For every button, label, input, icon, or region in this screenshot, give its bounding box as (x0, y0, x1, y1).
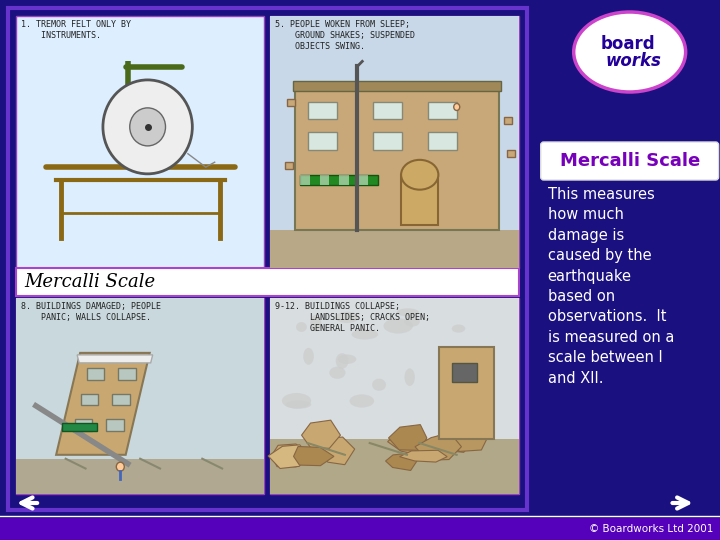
Ellipse shape (351, 329, 378, 340)
Bar (287, 99, 295, 106)
Bar (293, 80, 501, 91)
Bar (372, 132, 402, 150)
Ellipse shape (329, 367, 346, 379)
Ellipse shape (336, 353, 348, 369)
Text: 1. TREMOR FELT ONLY BY
    INSTRUMENTS.: 1. TREMOR FELT ONLY BY INSTRUMENTS. (21, 20, 131, 40)
Polygon shape (268, 445, 309, 469)
Ellipse shape (401, 160, 438, 190)
Text: works: works (606, 52, 662, 70)
Bar (359, 175, 368, 185)
Text: 9-12. BUILDINGS COLLAPSE;
       LANDSLIDES; CRACKS OPEN;
       GENERAL PANIC.: 9-12. BUILDINGS COLLAPSE; LANDSLIDES; CR… (275, 302, 431, 333)
Ellipse shape (296, 322, 307, 332)
Bar (507, 150, 515, 157)
Bar (270, 16, 518, 268)
Bar (307, 132, 338, 150)
FancyBboxPatch shape (541, 142, 719, 180)
Polygon shape (77, 355, 153, 363)
Bar (16, 298, 264, 494)
Bar (504, 117, 512, 124)
Ellipse shape (286, 400, 311, 409)
Bar (270, 298, 518, 494)
Bar (118, 368, 135, 380)
Polygon shape (415, 433, 462, 460)
Bar (401, 175, 438, 225)
Ellipse shape (336, 312, 359, 323)
Bar (372, 102, 402, 119)
Bar (0, 518, 719, 540)
Text: board: board (600, 35, 655, 53)
Polygon shape (386, 453, 417, 470)
Bar (16, 458, 264, 494)
Bar (62, 423, 97, 431)
Bar (428, 132, 457, 150)
Ellipse shape (310, 315, 321, 331)
Ellipse shape (454, 104, 460, 111)
Bar (300, 175, 310, 185)
Polygon shape (449, 424, 488, 451)
Bar (451, 363, 477, 382)
Text: 8. BUILDINGS DAMAGED; PEOPLE
    PANIC; WALLS COLLAPSE.: 8. BUILDINGS DAMAGED; PEOPLE PANIC; WALL… (21, 302, 161, 322)
Ellipse shape (103, 80, 192, 174)
Bar (300, 175, 377, 185)
Ellipse shape (405, 368, 415, 386)
Text: © Boardworks Ltd 2001: © Boardworks Ltd 2001 (589, 524, 714, 534)
Bar (112, 394, 130, 406)
Ellipse shape (282, 393, 311, 409)
Ellipse shape (470, 387, 492, 404)
Ellipse shape (130, 108, 166, 146)
Bar (320, 175, 329, 185)
Text: This measures
how much
damage is
caused by the
earthquake
based on
observations.: This measures how much damage is caused … (548, 187, 674, 386)
Bar (439, 347, 494, 439)
Ellipse shape (349, 394, 374, 408)
Bar (339, 175, 348, 185)
Ellipse shape (384, 318, 413, 334)
Bar (107, 419, 124, 431)
Bar (270, 439, 518, 494)
Bar (8, 8, 527, 510)
Polygon shape (56, 353, 150, 455)
Ellipse shape (574, 12, 685, 92)
Polygon shape (432, 428, 474, 453)
Bar (16, 298, 264, 494)
Bar (87, 368, 104, 380)
Ellipse shape (451, 325, 465, 333)
Bar (285, 162, 293, 169)
Text: Mercalli Scale: Mercalli Scale (559, 152, 700, 170)
Bar (81, 394, 99, 406)
Bar (428, 102, 457, 119)
Ellipse shape (397, 308, 419, 316)
Text: 5. PEOPLE WOKEN FROM SLEEP;
    GROUND SHAKES; SUSPENDED
    OBJECTS SWING.: 5. PEOPLE WOKEN FROM SLEEP; GROUND SHAKE… (275, 20, 415, 51)
Ellipse shape (404, 316, 420, 327)
Polygon shape (389, 424, 427, 450)
Polygon shape (387, 431, 428, 455)
Polygon shape (318, 437, 355, 465)
Ellipse shape (372, 379, 386, 391)
Bar (16, 268, 518, 296)
Polygon shape (302, 420, 341, 448)
Bar (16, 16, 264, 268)
Bar (270, 230, 518, 268)
Bar (270, 16, 518, 268)
Polygon shape (400, 450, 447, 462)
Bar (270, 298, 518, 494)
Bar (307, 102, 338, 119)
Bar (75, 419, 92, 431)
Ellipse shape (338, 354, 356, 364)
Polygon shape (294, 447, 334, 465)
Ellipse shape (117, 462, 125, 471)
Bar (295, 86, 499, 230)
Text: Mercalli Scale: Mercalli Scale (24, 273, 155, 291)
Ellipse shape (303, 348, 314, 365)
Polygon shape (271, 444, 310, 467)
